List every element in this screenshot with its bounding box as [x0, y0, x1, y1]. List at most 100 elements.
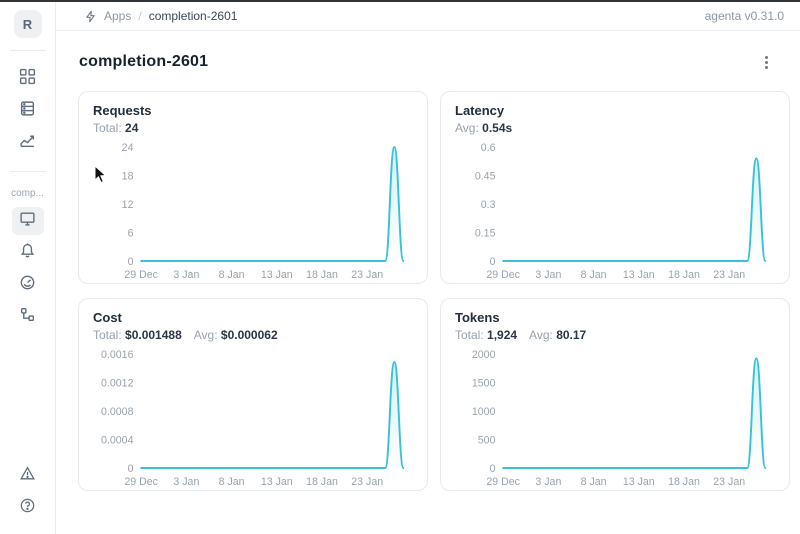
card-title: Cost: [93, 310, 122, 325]
svg-text:18 Jan: 18 Jan: [668, 476, 700, 488]
svg-text:23 Jan: 23 Jan: [351, 476, 383, 488]
sidebar-item-playground[interactable]: [11, 207, 44, 235]
svg-text:0.15: 0.15: [475, 227, 496, 239]
svg-text:13 Jan: 13 Jan: [261, 476, 293, 488]
svg-text:13 Jan: 13 Jan: [261, 269, 293, 281]
breadcrumb-separator: /: [138, 9, 142, 23]
breadcrumb-apps-link[interactable]: Apps: [104, 9, 132, 23]
svg-text:6: 6: [128, 227, 134, 239]
cost-area-chart: 0 0.0004 0.0008 0.0012 0.0016 29 Dec 3 Jan 8 Ja…: [101, 349, 405, 488]
gauge-icon: [19, 274, 36, 296]
latency-card: Latency Avg: 0.54s 0 0.15 0.3 0.45 0.6 29 Dec…: [440, 91, 790, 284]
svg-text:0.45: 0.45: [475, 170, 496, 182]
svg-text:2000: 2000: [472, 349, 496, 361]
metrics-grid: Requests Total: 24 0 6 12 18 24 29 Dec 3 Jan 8 …: [56, 87, 800, 491]
svg-text:18 Jan: 18 Jan: [668, 269, 700, 281]
stat: Total: $0.001488: [93, 328, 182, 342]
card-stats: Total: 1,924 Avg: 80.17: [455, 328, 775, 342]
sidebar-item-evaluations[interactable]: [12, 239, 44, 267]
stat: Avg: 0.54s: [455, 121, 513, 135]
svg-text:18 Jan: 18 Jan: [306, 476, 338, 488]
sidebar-item-apps[interactable]: [12, 65, 44, 93]
svg-text:24: 24: [122, 142, 134, 154]
sidebar-item-alerts[interactable]: [12, 462, 44, 490]
divider: [9, 50, 46, 51]
svg-text:1500: 1500: [472, 377, 496, 389]
tokens-area-chart: 0 500 1000 1500 2000 29 Dec 3 Jan 8 Jan 13 Jan 18…: [472, 349, 767, 488]
svg-text:23 Jan: 23 Jan: [713, 269, 745, 281]
svg-text:0: 0: [490, 463, 496, 475]
sidebar-item-dashboard[interactable]: [12, 271, 44, 299]
svg-text:29 Dec: 29 Dec: [124, 269, 158, 281]
card-title: Tokens: [455, 310, 500, 325]
svg-text:29 Dec: 29 Dec: [486, 476, 520, 488]
main-content: completion-2601 Requests Total: 24 0 6 12 1…: [56, 31, 800, 534]
card-stats: Total: $0.001488 Avg: $0.000062: [93, 328, 413, 342]
svg-text:8 Jan: 8 Jan: [219, 269, 245, 281]
stat: Total: 24: [93, 121, 139, 135]
svg-text:500: 500: [478, 434, 496, 446]
svg-text:0.0012: 0.0012: [101, 377, 133, 389]
svg-text:3 Jan: 3 Jan: [535, 269, 561, 281]
svg-text:13 Jan: 13 Jan: [623, 476, 655, 488]
svg-text:3 Jan: 3 Jan: [173, 476, 199, 488]
svg-text:18: 18: [122, 170, 134, 182]
divider: [9, 171, 46, 172]
svg-text:23 Jan: 23 Jan: [713, 476, 745, 488]
workspace-avatar[interactable]: R: [13, 10, 42, 38]
svg-text:8 Jan: 8 Jan: [581, 476, 607, 488]
tree-hierarchy-icon: [19, 306, 36, 328]
svg-text:0.0016: 0.0016: [101, 349, 133, 361]
card-title: Latency: [455, 103, 505, 118]
svg-text:0: 0: [128, 256, 134, 268]
window-top-edge: [0, 0, 800, 2]
bolt-icon: [84, 10, 97, 23]
alert-triangle-icon: [19, 465, 36, 487]
card-title: Requests: [93, 103, 152, 118]
sidebar-item-help[interactable]: [12, 494, 44, 522]
stat: Avg: 80.17: [529, 328, 587, 342]
svg-text:23 Jan: 23 Jan: [351, 269, 383, 281]
cost-card: Cost Total: $0.001488 Avg: $0.000062 0 0.0…: [78, 298, 428, 491]
tokens-card: Tokens Total: 1,924 Avg: 80.17 0 500 1000 15…: [440, 298, 790, 491]
sidebar-item-traces[interactable]: [12, 303, 44, 331]
requests-card: Requests Total: 24 0 6 12 18 24 29 Dec 3 Jan 8 …: [78, 91, 428, 284]
topbar: Apps / completion-2601 agenta v0.31.0: [56, 2, 800, 31]
version-label: agenta v0.31.0: [704, 9, 784, 23]
svg-text:3 Jan: 3 Jan: [535, 476, 561, 488]
card-stats: Avg: 0.54s: [455, 121, 775, 135]
latency-area-chart: 0 0.15 0.3 0.45 0.6 29 Dec 3 Jan 8 Jan 13 Jan 18 …: [475, 142, 767, 281]
sidebar-item-registry[interactable]: [12, 97, 44, 125]
svg-text:0.3: 0.3: [481, 199, 496, 211]
svg-text:0.0008: 0.0008: [101, 406, 133, 418]
monitor-icon: [19, 210, 36, 232]
svg-text:12: 12: [122, 199, 134, 211]
svg-text:0: 0: [128, 463, 134, 475]
svg-text:0.6: 0.6: [481, 142, 496, 154]
line-chart-icon: [19, 132, 36, 154]
svg-text:0.0004: 0.0004: [101, 434, 133, 446]
svg-text:29 Dec: 29 Dec: [124, 476, 158, 488]
server-rows-icon: [19, 100, 36, 122]
breadcrumb: Apps / completion-2601: [84, 9, 237, 23]
stat: Avg: $0.000062: [193, 328, 278, 342]
page-title: completion-2601: [79, 53, 209, 70]
sidebar-app-label: comp...: [11, 188, 44, 199]
svg-text:8 Jan: 8 Jan: [219, 476, 245, 488]
sidebar: R comp...: [0, 2, 56, 534]
svg-text:8 Jan: 8 Jan: [581, 269, 607, 281]
svg-text:0: 0: [490, 256, 496, 268]
bell-icon: [19, 242, 36, 264]
stat: Total: 1,924: [455, 328, 518, 342]
grid-icon: [19, 68, 36, 90]
more-options-button[interactable]: [759, 54, 774, 71]
breadcrumb-current: completion-2601: [148, 9, 238, 23]
svg-text:13 Jan: 13 Jan: [623, 269, 655, 281]
svg-text:18 Jan: 18 Jan: [306, 269, 338, 281]
sidebar-item-observability[interactable]: [12, 129, 44, 157]
requests-area-chart: 0 6 12 18 24 29 Dec 3 Jan 8 Jan 13 Jan 18 Jan 23 J…: [122, 142, 405, 281]
svg-text:1000: 1000: [472, 406, 496, 418]
svg-text:3 Jan: 3 Jan: [173, 269, 199, 281]
card-stats: Total: 24: [93, 121, 413, 135]
svg-text:29 Dec: 29 Dec: [486, 269, 520, 281]
